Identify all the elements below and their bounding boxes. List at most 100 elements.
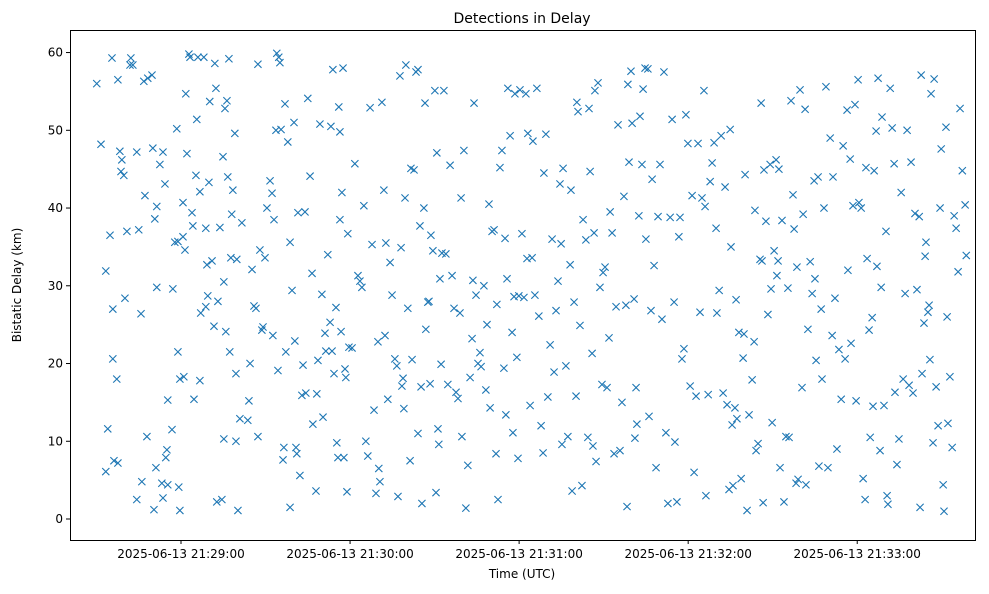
data-point-marker — [754, 439, 763, 448]
data-point-marker — [776, 463, 785, 472]
data-point-marker — [363, 452, 372, 461]
data-point-marker — [237, 218, 246, 227]
data-point-marker — [610, 449, 619, 458]
data-point-marker — [726, 125, 735, 134]
data-point-marker — [572, 98, 581, 107]
data-point-marker — [712, 224, 721, 233]
data-point-marker — [162, 445, 171, 454]
chart-title: Detections in Delay — [453, 11, 590, 27]
data-point-marker — [670, 298, 679, 307]
data-point-marker — [897, 188, 906, 197]
data-point-marker — [692, 392, 701, 401]
data-point-marker — [386, 258, 395, 267]
data-point-marker — [213, 297, 222, 306]
data-point-marker — [870, 166, 879, 175]
data-point-marker — [311, 487, 320, 496]
data-point-marker — [142, 432, 151, 441]
data-point-marker — [656, 160, 664, 169]
data-point-marker — [371, 489, 380, 498]
data-point-marker — [299, 361, 308, 370]
data-point-marker — [948, 443, 957, 452]
data-point-marker — [874, 74, 883, 83]
data-point-marker — [781, 432, 790, 441]
data-point-marker — [774, 165, 783, 174]
data-point-marker — [956, 104, 965, 113]
data-point-marker — [212, 497, 221, 506]
data-point-marker — [861, 163, 870, 172]
data-point-marker — [872, 262, 881, 271]
data-point-marker — [292, 449, 301, 458]
data-point-marker — [459, 146, 468, 155]
data-point-marker — [519, 293, 528, 302]
data-point-marker — [945, 372, 954, 381]
data-point-marker — [863, 254, 872, 263]
data-point-marker — [286, 238, 295, 247]
data-point-marker — [479, 281, 488, 290]
data-point-marker — [568, 487, 577, 496]
data-point-marker — [939, 480, 948, 489]
data-point-marker — [233, 506, 242, 515]
data-point-marker — [905, 381, 914, 390]
data-point-marker — [819, 204, 828, 213]
data-point-marker — [201, 302, 210, 311]
data-point-marker — [228, 186, 237, 195]
data-point-marker — [532, 84, 541, 93]
data-point-marker — [499, 364, 508, 373]
data-point-marker — [293, 208, 302, 217]
data-point-marker — [943, 419, 952, 428]
data-point-marker — [452, 388, 460, 397]
data-point-marker — [205, 97, 214, 106]
data-point-marker — [195, 187, 204, 196]
data-point-marker — [706, 177, 715, 186]
data-point-marker — [492, 300, 501, 309]
data-point-marker — [457, 432, 466, 441]
data-point-marker — [266, 176, 275, 185]
data-point-marker — [634, 211, 643, 220]
data-point-marker — [437, 360, 446, 369]
data-point-marker — [630, 434, 639, 443]
data-point-marker — [514, 454, 522, 463]
data-point-marker — [772, 271, 781, 280]
data-point-marker — [115, 147, 124, 156]
data-point-marker — [163, 396, 172, 405]
data-point-marker — [339, 64, 348, 73]
data-point-marker — [178, 232, 187, 241]
data-point-marker — [468, 276, 477, 285]
data-point-marker — [120, 294, 129, 303]
data-point-marker — [632, 420, 641, 429]
data-point-marker — [943, 312, 952, 321]
data-point-marker — [134, 225, 143, 234]
data-point-marker — [321, 329, 329, 338]
data-point-marker — [934, 421, 943, 430]
data-point-marker — [503, 84, 512, 93]
data-point-marker — [337, 327, 346, 336]
data-point-marker — [448, 271, 457, 280]
data-point-marker — [243, 416, 252, 425]
data-point-marker — [193, 53, 202, 62]
data-point-marker — [286, 503, 295, 512]
data-point-marker — [151, 463, 160, 472]
data-point-marker — [106, 231, 114, 240]
data-point-marker — [732, 295, 741, 304]
data-point-marker — [588, 349, 597, 358]
data-point-marker — [810, 274, 819, 283]
data-point-marker — [308, 420, 317, 429]
data-point-marker — [715, 286, 724, 295]
data-point-marker — [158, 494, 167, 503]
data-point-marker — [112, 375, 121, 384]
data-point-marker — [799, 210, 808, 219]
data-point-marker — [339, 453, 348, 462]
data-point-marker — [501, 234, 510, 243]
data-point-marker — [823, 463, 832, 472]
data-point-marker — [575, 321, 584, 330]
data-point-marker — [743, 506, 752, 515]
data-point-marker — [109, 456, 118, 465]
data-point-marker — [493, 495, 502, 504]
x-tick-label: 2025-06-13 21:33:00 — [793, 547, 920, 561]
data-point-marker — [175, 375, 184, 384]
data-point-marker — [432, 488, 440, 497]
data-point-marker — [484, 200, 493, 209]
data-point-marker — [408, 355, 417, 364]
data-point-marker — [244, 396, 253, 405]
